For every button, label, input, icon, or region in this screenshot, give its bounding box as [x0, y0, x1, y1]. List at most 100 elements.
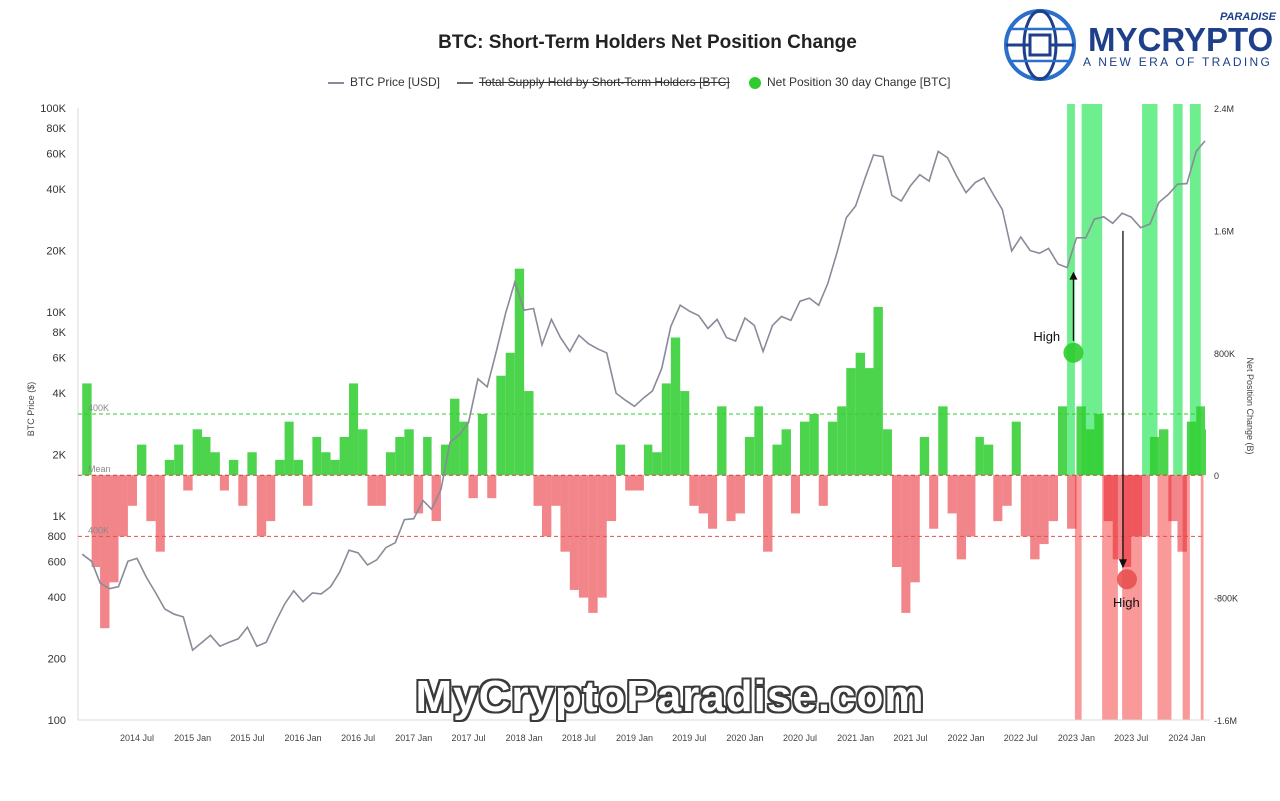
- net-position-bar-positive: [772, 444, 782, 476]
- legend-dot-icon: [749, 76, 761, 89]
- net-position-bar-negative: [634, 475, 644, 491]
- net-position-bar-positive: [855, 352, 866, 476]
- right-axis-tick-label: -800K: [1214, 594, 1238, 604]
- net-position-bar-negative: [790, 475, 800, 514]
- net-position-bar-positive: [1085, 429, 1095, 476]
- net-position-bar-positive: [1094, 414, 1104, 476]
- net-position-bar-negative: [376, 475, 386, 506]
- net-position-bar-positive: [312, 436, 322, 476]
- net-position-bar-positive: [1076, 406, 1086, 476]
- x-axis-tick-label: 2018 Jan: [506, 733, 543, 743]
- annotation-arrow-head: [1118, 559, 1127, 569]
- net-position-bar-negative: [1048, 475, 1058, 522]
- net-position-bar-positive: [174, 444, 184, 476]
- net-position-bar-negative: [625, 475, 635, 491]
- net-position-bar-positive: [202, 436, 211, 476]
- net-position-series: [82, 268, 1206, 629]
- net-position-bar-negative: [929, 475, 939, 529]
- x-axis-tick-label: 2015 Jan: [174, 733, 211, 743]
- x-axis-tick-label: 2024 Jan: [1168, 733, 1205, 743]
- highlight-band-green: [1067, 104, 1075, 476]
- net-position-bar-negative: [413, 475, 424, 514]
- net-position-bar-negative: [956, 475, 967, 560]
- net-position-bar-positive: [983, 444, 994, 476]
- net-position-bar-positive: [496, 375, 506, 476]
- reference-lines: 400K Mean 400K: [78, 403, 1205, 537]
- net-position-bar-positive: [404, 429, 414, 476]
- net-position-bar-positive: [459, 421, 469, 476]
- net-position-bar-positive: [643, 444, 653, 476]
- annotation-label: High: [1113, 595, 1140, 610]
- net-position-bar-positive: [349, 383, 359, 476]
- brand-logo: PARADISE MYCRYPTO A NEW ERA OF TRADING: [1002, 7, 1280, 83]
- x-axis-tick-label: 2019 Jul: [672, 733, 706, 743]
- x-axis-tick-label: 2022 Jan: [948, 733, 985, 743]
- net-position-bar-positive: [524, 391, 534, 476]
- right-axis-title: Net Position Change (B): [1245, 357, 1255, 454]
- net-position-bar-negative: [238, 475, 248, 506]
- net-position-bar-positive: [164, 459, 175, 476]
- left-axis-tick-label: 6K: [53, 352, 67, 364]
- legend-label: Total Supply Held by Short-Term Holders …: [479, 75, 730, 89]
- globe-icon: [1004, 9, 1076, 81]
- net-position-bar-positive: [799, 421, 810, 476]
- left-axis-tick-label: 1K: [53, 511, 67, 523]
- net-position-bar-positive: [192, 429, 203, 476]
- net-position-bar-negative: [100, 475, 110, 629]
- net-position-bar-positive: [661, 383, 671, 476]
- highlight-band-red: [1182, 475, 1190, 720]
- net-position-bar-positive: [275, 459, 285, 476]
- net-position-bar-negative: [118, 475, 128, 537]
- net-position-bar-negative: [1131, 475, 1141, 537]
- right-axis-tick-label: 2.4M: [1214, 104, 1234, 114]
- net-position-bar-negative: [551, 475, 561, 506]
- net-position-bar-positive: [228, 459, 239, 476]
- annotation-label: High: [1033, 329, 1060, 344]
- net-position-bar-positive: [1196, 406, 1205, 476]
- highlight-band-red: [1157, 475, 1172, 720]
- left-axis-tick-label: 2K: [53, 450, 67, 462]
- net-position-bar-negative: [146, 475, 156, 522]
- net-position-bar-positive: [717, 406, 727, 476]
- net-position-bar-negative: [763, 475, 773, 552]
- brand-tagline: A NEW ERA OF TRADING: [1083, 55, 1273, 69]
- annotation-marker: [1063, 342, 1084, 363]
- net-position-bar-positive: [330, 459, 340, 476]
- left-axis-tick-label: 20K: [46, 246, 66, 258]
- x-axis-tick-label: 2017 Jan: [395, 733, 432, 743]
- x-axis-tick-label: 2023 Jul: [1114, 733, 1148, 743]
- net-position-bar-negative: [698, 475, 709, 514]
- left-axis-title: BTC Price ($): [26, 382, 36, 437]
- x-axis-tick-label: 2021 Jul: [893, 733, 927, 743]
- brand-name: MYCRYPTO: [1088, 21, 1274, 58]
- right-axis-tick-label: -1.6M: [1214, 716, 1237, 726]
- net-position-bar-positive: [1159, 429, 1169, 476]
- x-axis-tick-label: 2016 Jan: [285, 733, 322, 743]
- net-position-bar-negative: [1020, 475, 1031, 537]
- net-position-bar-negative: [993, 475, 1003, 522]
- net-position-bar-positive: [975, 436, 984, 476]
- net-position-bar-negative: [818, 475, 828, 506]
- brand-small-text: PARADISE: [1219, 11, 1276, 23]
- net-position-bar-negative: [303, 475, 313, 506]
- watermark-text: MyCryptoParadise.com: [415, 672, 925, 721]
- legend-item-sth-supply[interactable]: Total Supply Held by Short-Term Holders …: [457, 75, 730, 89]
- net-position-bar-negative: [266, 475, 276, 522]
- net-position-bar-negative: [1177, 475, 1187, 552]
- legend-item-net-position[interactable]: Net Position 30 day Change [BTC]: [749, 75, 950, 89]
- net-position-bar-negative: [708, 475, 718, 529]
- net-position-bar-positive: [477, 414, 488, 476]
- net-position-bar-negative: [91, 475, 101, 567]
- net-position-bar-positive: [505, 352, 515, 476]
- net-position-bar-positive: [873, 306, 883, 476]
- net-position-bar-positive: [680, 391, 690, 476]
- left-axis-tick-label: 40K: [46, 184, 66, 196]
- net-position-bar-positive: [744, 436, 755, 476]
- legend-item-btc-price[interactable]: BTC Price [USD]: [328, 75, 440, 89]
- net-position-bar-negative: [487, 475, 497, 499]
- left-axis-tick-label: 60K: [46, 148, 66, 160]
- net-position-bar-positive: [670, 337, 681, 476]
- net-position-bar-negative: [910, 475, 920, 583]
- btc-price-line: [81, 140, 1206, 652]
- annotation-arrow-head: [1069, 271, 1078, 280]
